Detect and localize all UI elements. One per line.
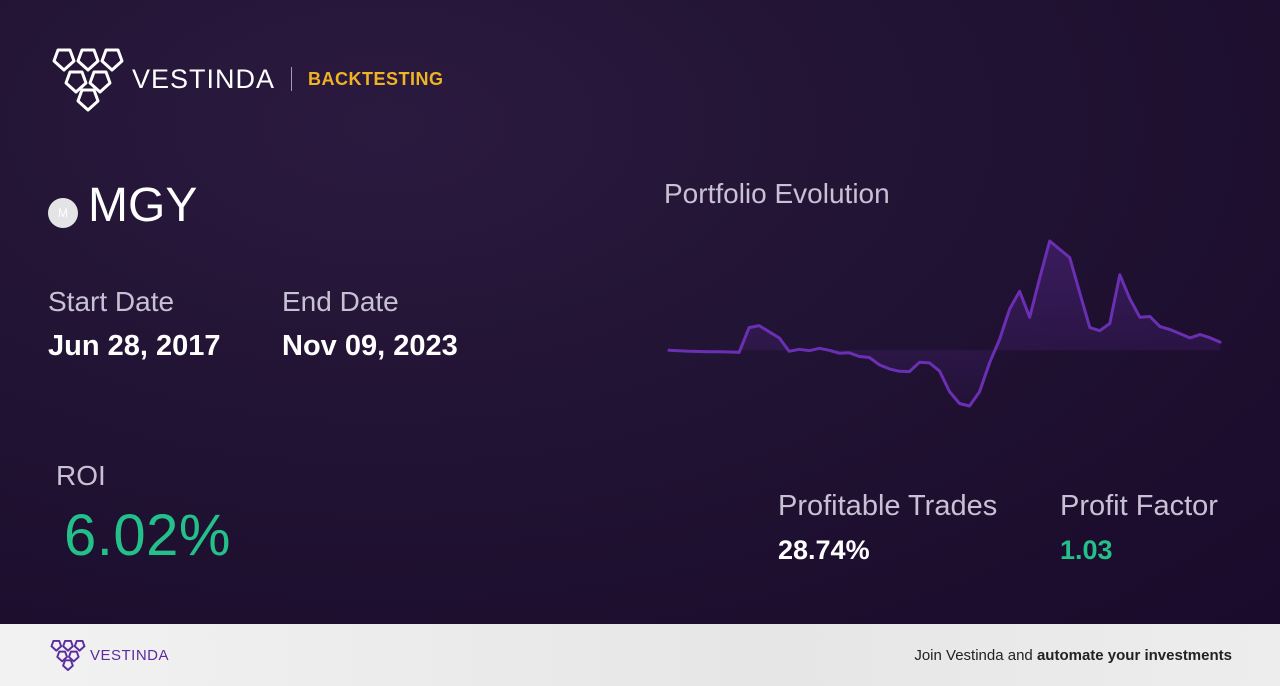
profit-factor-value: 1.03 [1060, 535, 1113, 565]
chart-title: Portfolio Evolution [664, 178, 890, 209]
portfolio-chart [667, 239, 1222, 408]
start-date: Start Date Jun 28, 2017 [48, 286, 221, 363]
ticker-logo-icon: M [48, 197, 78, 228]
profit-factor: Profit Factor 1.03 [1060, 490, 1218, 566]
profitable-trades-label: Profitable Trades [778, 490, 998, 522]
backtest-card: VESTINDA BACKTESTING M MGY Start Date Ju… [0, 0, 1280, 624]
roi-label: ROI [56, 460, 106, 491]
ticker-symbol: MGY [88, 179, 198, 232]
chart-line [667, 239, 1222, 408]
start-date-label: Start Date [48, 286, 175, 317]
footer-brand-name: VESTINDA [90, 646, 170, 664]
footer-cta-bold: automate your investments [1036, 646, 1232, 664]
end-date: End Date Nov 09, 2023 [282, 286, 458, 363]
footer-cta-text: Join Vestinda and [914, 646, 1037, 664]
vestinda-logo-icon [52, 48, 124, 112]
end-date-value: Nov 09, 2023 [282, 330, 458, 362]
header-logo[interactable]: VESTINDA BACKTESTING [48, 46, 444, 112]
brand-name: VESTINDA [132, 63, 276, 94]
roi: ROI 6.02% [56, 460, 231, 569]
footer-cta[interactable]: Join Vestinda and automate your investme… [914, 647, 1232, 664]
header-divider [291, 67, 293, 91]
profitable-trades: Profitable Trades 28.74% [778, 490, 997, 566]
start-date-value: Jun 28, 2017 [48, 330, 221, 362]
roi-value: 6.02% [64, 503, 231, 568]
end-date-label: End Date [282, 286, 399, 317]
product-name: BACKTESTING [308, 68, 444, 89]
footer-logo[interactable]: VESTINDA [48, 639, 169, 671]
profitable-trades-value: 28.74% [778, 535, 870, 565]
footer: VESTINDA Join Vestinda and automate your… [0, 624, 1280, 686]
profit-factor-label: Profit Factor [1060, 490, 1218, 522]
ticker: M MGY [48, 178, 197, 233]
vestinda-logo-icon [50, 639, 86, 671]
